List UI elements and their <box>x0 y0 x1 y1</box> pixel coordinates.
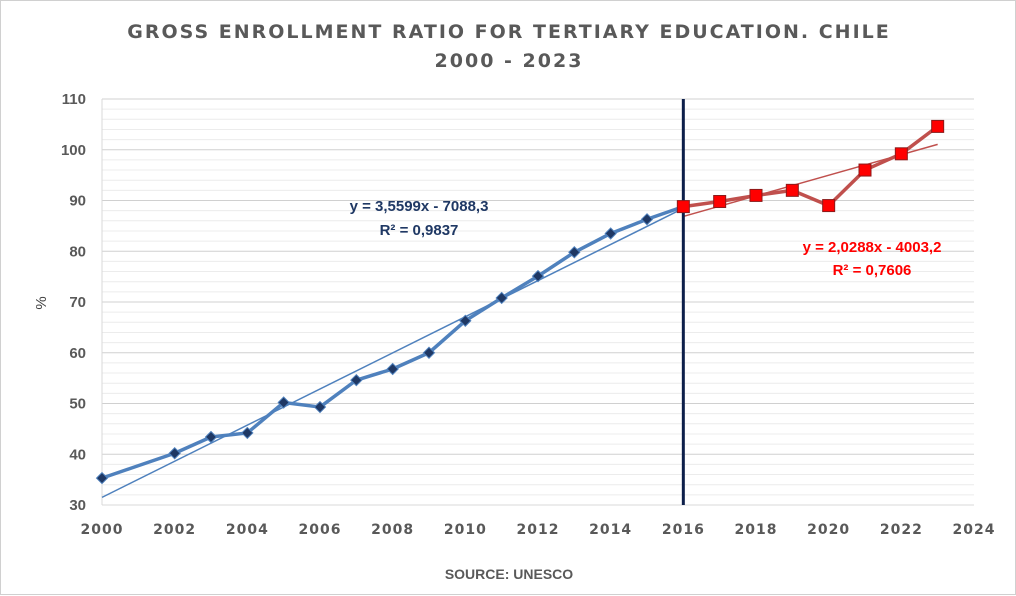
data-point-red <box>676 200 690 214</box>
y-tick-label: 30 <box>69 497 86 514</box>
y-tick-label: 40 <box>69 446 86 463</box>
gridlines <box>101 98 974 506</box>
y-tick-label: 70 <box>69 294 86 311</box>
data-point-blue <box>604 227 617 240</box>
data-point-red <box>858 163 872 177</box>
x-tick-label: 2004 <box>226 522 269 538</box>
data-point-red <box>931 119 945 133</box>
data-point-blue <box>350 373 363 387</box>
x-tick-label: 2006 <box>299 522 342 538</box>
data-point-red <box>894 147 908 161</box>
trend-equation-blue: y = 3,5599x - 7088,3 <box>350 198 489 215</box>
data-point-blue <box>495 291 508 305</box>
chart-title-line2: 2000 - 2023 <box>435 50 584 72</box>
data-point-red <box>822 199 836 213</box>
trendline-0 <box>101 207 684 499</box>
data-point-blue <box>422 346 436 359</box>
data-point-red <box>713 195 727 209</box>
x-tick-label: 2014 <box>589 522 632 538</box>
data-point-red <box>785 183 799 197</box>
y-tick-label: 100 <box>61 142 86 159</box>
data-point-blue <box>95 471 109 485</box>
data-point-blue <box>277 396 290 409</box>
y-axis-label: % <box>33 296 50 309</box>
x-tick-label: 2018 <box>735 522 778 538</box>
y-tick-label: 90 <box>69 193 86 210</box>
x-axis-ticks: 2000 2002 2004 2006 2008 2010 2012 2014 2016 2018… <box>81 522 996 538</box>
data-point-red <box>749 188 763 202</box>
x-tick-label: 2022 <box>880 522 923 538</box>
trend-equation-red: y = 2,0288x - 4003,2 <box>803 239 942 256</box>
data-point-blue <box>640 213 654 226</box>
series-line-1 <box>683 125 939 209</box>
data-point-blue <box>568 246 581 259</box>
y-axis-ticks: 30 40 50 60 70 80 90 100 110 <box>61 91 86 514</box>
series-group <box>95 119 945 485</box>
data-point-blue <box>531 269 545 283</box>
x-tick-label: 2016 <box>662 522 705 538</box>
x-tick-label: 2010 <box>444 522 487 538</box>
x-tick-label: 2020 <box>807 522 850 538</box>
data-point-blue <box>168 447 181 460</box>
series-line-0 <box>101 204 684 480</box>
data-point-blue <box>313 400 327 414</box>
source-note: SOURCE: UNESCO <box>445 566 573 582</box>
data-point-blue <box>204 430 218 444</box>
x-tick-label: 2012 <box>517 522 560 538</box>
y-tick-label: 80 <box>69 243 86 260</box>
y-tick-label: 50 <box>69 396 86 413</box>
x-tick-label: 2002 <box>153 522 196 538</box>
trend-r2-blue: R² = 0,9837 <box>380 222 459 239</box>
data-point-blue <box>386 362 399 376</box>
trend-r2-red: R² = 0,7606 <box>833 262 912 279</box>
data-point-blue <box>459 314 472 327</box>
chart-title-line1: GROSS ENROLLMENT RATIO FOR TERTIARY EDUC… <box>127 21 890 43</box>
x-tick-label: 2000 <box>81 522 124 538</box>
data-point-blue <box>241 426 254 440</box>
y-tick-label: 110 <box>62 91 86 108</box>
x-tick-label: 2008 <box>371 522 414 538</box>
x-tick-label: 2024 <box>953 522 996 538</box>
y-tick-label: 60 <box>69 345 86 362</box>
